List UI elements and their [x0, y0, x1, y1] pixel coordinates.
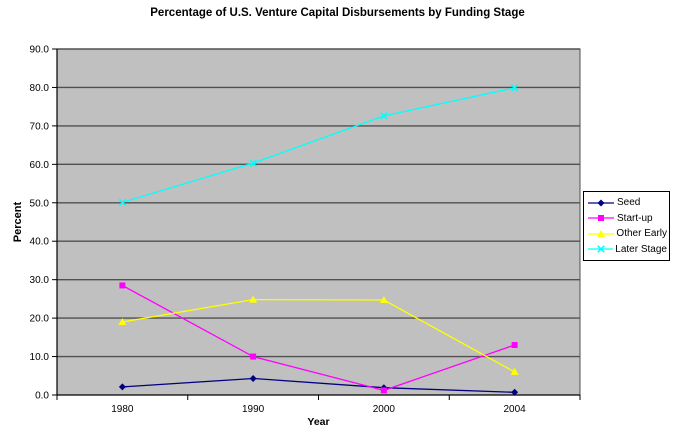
- y-tick-label: 50.0: [30, 198, 50, 209]
- legend: Seed Start-up Other Early Later Stage: [583, 191, 670, 261]
- chart-title: Percentage of U.S. Venture Capital Disbu…: [150, 7, 525, 19]
- series-line-other-early: [122, 299, 515, 373]
- y-tick-label: 0.0: [35, 391, 49, 402]
- y-axis-title: Percent: [12, 201, 24, 243]
- series-marker-triangle: [597, 229, 605, 237]
- legend-swatch-triangle-icon: [588, 229, 614, 237]
- y-tick-label: 30.0: [30, 275, 50, 286]
- series-marker-diamond: [597, 199, 605, 207]
- legend-item-seed: Seed: [587, 195, 667, 211]
- series-marker-diamond: [511, 388, 519, 396]
- x-axis-title: Year: [307, 416, 330, 428]
- series-marker-square: [380, 387, 387, 394]
- y-tick-label: 20.0: [30, 314, 50, 325]
- legend-swatch-square-icon: [588, 215, 614, 222]
- series-marker-x: [380, 112, 388, 120]
- legend-item-other-early: Other Early: [587, 226, 667, 242]
- series-marker-triangle: [510, 367, 519, 375]
- legend-label: Start-up: [617, 212, 653, 224]
- series-marker-x: [249, 159, 257, 167]
- y-tick-label: 10.0: [30, 352, 50, 363]
- y-tick-label: 90.0: [30, 45, 50, 56]
- series-marker-triangle: [249, 295, 258, 303]
- x-tick-label: 2004: [504, 404, 527, 415]
- legend-item-start-up: Start-up: [587, 211, 667, 227]
- series-marker-triangle: [118, 317, 127, 325]
- legend-label: Later Stage: [615, 243, 667, 255]
- series-marker-diamond: [118, 383, 126, 391]
- plot-area: [56, 48, 581, 396]
- series-line-later-stage: [122, 87, 515, 204]
- series-marker-x: [118, 198, 127, 207]
- series-marker-square: [598, 215, 604, 222]
- x-tick-label: 2000: [373, 404, 396, 415]
- legend-label: Seed: [617, 197, 641, 209]
- series-marker-diamond: [249, 374, 257, 382]
- legend-label: Other Early: [616, 228, 667, 240]
- series-marker-square: [119, 282, 126, 289]
- series-marker-x: [510, 84, 519, 92]
- series-marker-square: [250, 353, 257, 360]
- series-marker-x: [597, 245, 605, 254]
- legend-item-later-stage: Later Stage: [587, 242, 667, 258]
- series-line-start-up: [122, 284, 515, 392]
- series-marker-square: [511, 342, 518, 349]
- legend-swatch-diamond-icon: [588, 199, 614, 207]
- y-tick-label: 60.0: [30, 160, 50, 171]
- x-tick-label: 1980: [111, 404, 134, 415]
- legend-swatch-x-icon: [588, 245, 614, 254]
- series-marker-triangle: [379, 296, 388, 304]
- x-tick-label: 1990: [242, 404, 265, 415]
- y-tick-label: 80.0: [30, 83, 50, 94]
- y-tick-label: 70.0: [30, 121, 50, 132]
- series-line-seed: [122, 377, 515, 393]
- y-tick-label: 40.0: [30, 237, 50, 248]
